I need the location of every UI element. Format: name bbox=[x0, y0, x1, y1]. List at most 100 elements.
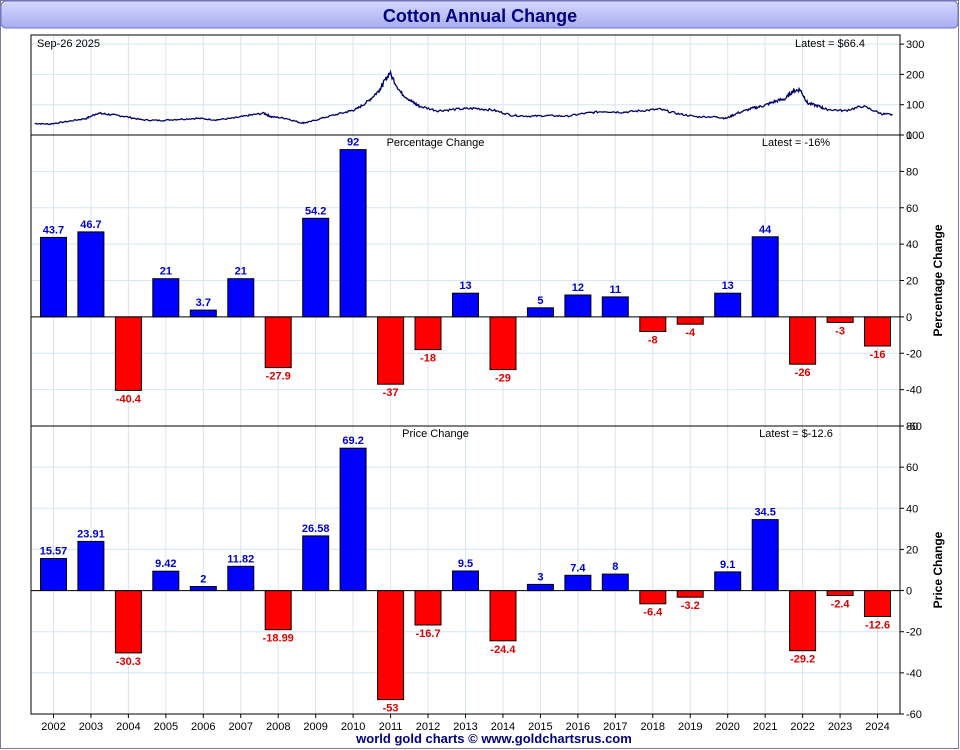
bar-value-label: 11 bbox=[610, 284, 622, 296]
bar-pct-2023 bbox=[826, 316, 854, 323]
bar-pct-2015 bbox=[526, 307, 554, 318]
x-tick-label: 2008 bbox=[266, 721, 290, 733]
bar-value-label: -4 bbox=[685, 327, 696, 339]
bar-pct-2013 bbox=[452, 292, 479, 318]
x-tick-label: 2007 bbox=[229, 721, 253, 733]
bar-chg-2007 bbox=[227, 565, 255, 592]
bar-chg-2024 bbox=[864, 590, 891, 617]
bar-value-label: 11.82 bbox=[227, 553, 254, 565]
panel-date-label: Sep-26 2025 bbox=[37, 38, 100, 50]
y-tick-label: -60 bbox=[906, 421, 922, 433]
y-tick-label: 20 bbox=[906, 276, 918, 288]
x-tick-label: 2020 bbox=[715, 721, 739, 733]
x-tick-label: 2016 bbox=[566, 721, 590, 733]
panel-latest-label: Latest = -16% bbox=[762, 137, 830, 149]
bar-value-label: -8 bbox=[648, 334, 658, 346]
x-tick-label: 2006 bbox=[191, 721, 215, 733]
bar-value-label: -27.9 bbox=[266, 371, 291, 383]
y-tick-label: -40 bbox=[906, 385, 922, 397]
x-tick-label: 2003 bbox=[79, 721, 103, 733]
y-axis-title: Percentage Change bbox=[931, 224, 945, 336]
bar-chg-2012 bbox=[414, 590, 442, 626]
bar-value-label: -26 bbox=[795, 367, 811, 379]
bar-value-label: -16 bbox=[870, 349, 886, 361]
bar-chg-2023 bbox=[826, 590, 854, 596]
bar-pct-2019 bbox=[676, 316, 704, 325]
bar-value-label: -12.6 bbox=[865, 619, 890, 631]
bar-value-label: 69.2 bbox=[342, 435, 363, 447]
panel-latest-label: Latest = $-12.6 bbox=[759, 428, 833, 440]
bar-value-label: -37 bbox=[383, 387, 399, 399]
bar-pct-2003 bbox=[77, 231, 105, 318]
y-tick-label: -20 bbox=[906, 348, 922, 360]
bar-value-label: 13 bbox=[722, 280, 734, 292]
x-tick-label: 2010 bbox=[341, 721, 365, 733]
x-tick-label: 2005 bbox=[154, 721, 178, 733]
bar-pct-2011 bbox=[377, 316, 405, 385]
bar-value-label: -6.4 bbox=[643, 607, 663, 619]
bar-value-label: 3 bbox=[537, 571, 543, 583]
bar-chg-2011 bbox=[377, 590, 405, 701]
bar-value-label: -40.4 bbox=[116, 393, 142, 405]
y-tick-label: 100 bbox=[906, 100, 924, 112]
bar-value-label: 3.7 bbox=[196, 297, 211, 309]
bar-chg-2016 bbox=[564, 574, 592, 591]
x-tick-label: 2013 bbox=[453, 721, 477, 733]
bar-value-label: 23.91 bbox=[77, 528, 105, 540]
bar-value-label: 92 bbox=[347, 137, 359, 149]
y-tick-label: 60 bbox=[906, 203, 918, 215]
y-tick-label: 300 bbox=[906, 39, 924, 51]
x-tick-label: 2017 bbox=[603, 721, 627, 733]
y-tick-label: -20 bbox=[906, 627, 922, 639]
bar-pct-2014 bbox=[489, 316, 517, 371]
y-tick-label: 200 bbox=[906, 69, 924, 81]
bar-value-label: -16.7 bbox=[416, 628, 441, 640]
bar-chg-2002 bbox=[40, 558, 67, 591]
bar-value-label: 21 bbox=[235, 266, 247, 278]
bar-pct-2012 bbox=[414, 316, 442, 351]
bar-value-label: 8 bbox=[612, 561, 618, 573]
bar-chg-2020 bbox=[714, 571, 742, 592]
x-tick-label: 2011 bbox=[379, 721, 403, 733]
x-tick-label: 2002 bbox=[41, 721, 65, 733]
bar-pct-2007 bbox=[227, 278, 255, 318]
bar-pct-2016 bbox=[564, 294, 592, 318]
bar-chg-2008 bbox=[264, 590, 292, 631]
footer-credit: world gold charts © www.goldchartsrus.co… bbox=[355, 731, 632, 746]
bar-value-label: 21 bbox=[160, 266, 172, 278]
x-tick-label: 2018 bbox=[641, 721, 665, 733]
bar-chg-2014 bbox=[489, 590, 517, 642]
y-tick-label: -60 bbox=[906, 709, 922, 721]
bar-chg-2009 bbox=[302, 535, 330, 592]
y-tick-label: 40 bbox=[906, 503, 918, 515]
bar-value-label: -30.3 bbox=[116, 656, 141, 668]
bar-chg-2013 bbox=[452, 570, 479, 591]
title-bar bbox=[0, 0, 959, 29]
x-tick-label: 2023 bbox=[828, 721, 852, 733]
bar-value-label: -18.99 bbox=[263, 633, 294, 645]
bar-chg-2015 bbox=[526, 583, 554, 592]
bar-value-label: 2 bbox=[200, 573, 206, 585]
bar-value-label: 15.57 bbox=[40, 546, 68, 558]
bar-value-label: -24.4 bbox=[490, 644, 516, 656]
bar-value-label: 7.4 bbox=[570, 562, 586, 574]
bar-pct-2006 bbox=[189, 309, 217, 318]
bar-value-label: 13 bbox=[459, 280, 471, 292]
y-tick-label: 0 bbox=[906, 312, 912, 324]
y-tick-label: -40 bbox=[906, 668, 922, 680]
bar-value-label: 54.2 bbox=[305, 205, 326, 217]
bar-value-label: 44 bbox=[759, 224, 772, 236]
bar-pct-2018 bbox=[639, 316, 667, 332]
bar-pct-2021 bbox=[751, 236, 779, 318]
bar-chg-2019 bbox=[676, 590, 704, 598]
bar-value-label: 9.1 bbox=[720, 559, 735, 571]
y-tick-label: 40 bbox=[906, 239, 918, 251]
bar-pct-2002 bbox=[40, 236, 67, 318]
x-tick-label: 2021 bbox=[753, 721, 777, 733]
bar-chg-2021 bbox=[751, 519, 779, 592]
bar-value-label: -29.2 bbox=[790, 654, 815, 666]
y-axis-title: Price Change bbox=[931, 531, 945, 608]
bar-value-label: -29 bbox=[495, 373, 511, 385]
x-tick-label: 2022 bbox=[790, 721, 814, 733]
bar-chg-2003 bbox=[77, 540, 105, 592]
